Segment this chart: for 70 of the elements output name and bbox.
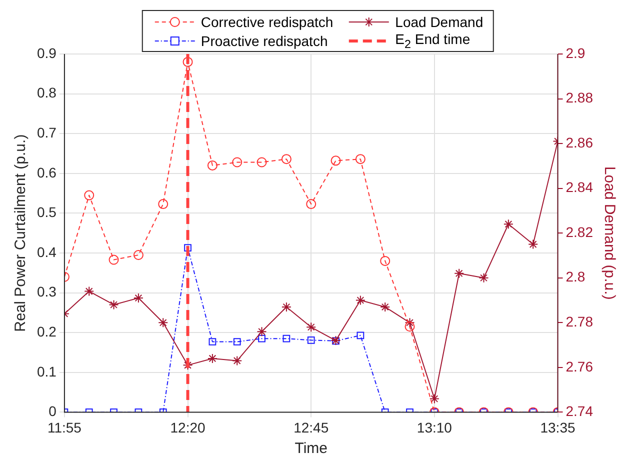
- point: [233, 338, 241, 346]
- point: [281, 302, 292, 312]
- point: [207, 353, 218, 364]
- point: [380, 302, 390, 312]
- y-tick-label: 0.8: [36, 84, 57, 101]
- point: [478, 272, 489, 283]
- y-tick-label: 0.5: [36, 204, 57, 220]
- point: [207, 160, 218, 170]
- y-tick-label: 0.6: [36, 164, 57, 180]
- point: [356, 332, 364, 340]
- point: [429, 394, 440, 404]
- x-tick-label: 12:45: [294, 419, 329, 436]
- legend-label: Proactive redispatch: [200, 32, 328, 48]
- point: [184, 244, 192, 252]
- y-tick-label: 0.2: [36, 323, 57, 340]
- point: [208, 338, 216, 346]
- point: [182, 56, 193, 67]
- y-tick-label: 0.9: [36, 44, 57, 61]
- y-tick-label: 0.7: [36, 124, 57, 140]
- y-axis-title: Real Power Curtailment (p.u.): [12, 134, 30, 332]
- point: [307, 336, 315, 344]
- y2-tick-label: 2.8: [566, 268, 586, 285]
- y-tick-label: 0: [48, 403, 57, 420]
- point: [133, 293, 144, 304]
- point: [355, 295, 366, 306]
- point: [133, 250, 144, 260]
- y-tick-label: 0.3: [36, 284, 57, 300]
- y2-tick-label: 2.84: [566, 179, 594, 196]
- point: [503, 219, 514, 230]
- point: [306, 322, 316, 332]
- point: [404, 318, 415, 328]
- y-tick-label: 0.4: [36, 244, 57, 260]
- point: [454, 268, 464, 278]
- x-tick-label: 11:55: [47, 419, 82, 436]
- point: [84, 190, 94, 200]
- point: [232, 157, 242, 168]
- point: [258, 334, 266, 342]
- point: [281, 154, 292, 164]
- point: [84, 286, 94, 296]
- y2-tick-label: 2.78: [566, 314, 594, 330]
- point: [256, 157, 267, 168]
- point: [108, 300, 119, 310]
- point: [528, 239, 538, 250]
- point: [158, 199, 168, 210]
- point: [330, 156, 341, 166]
- point: [282, 334, 290, 342]
- point: [404, 322, 415, 332]
- y2-tick-label: 2.88: [566, 90, 594, 106]
- point: [256, 326, 267, 337]
- legend-label: E$_{2}$ End time: [395, 30, 470, 50]
- y2-axis-title: Load Demand (p.u.): [600, 166, 618, 300]
- point: [158, 318, 168, 328]
- point: [380, 256, 390, 266]
- legend-label: Load Demand: [395, 14, 484, 30]
- y2-tick-label: 2.76: [566, 358, 594, 374]
- x-tick-label: 12:20: [170, 419, 206, 436]
- point: [355, 154, 366, 164]
- y2-tick-label: 2.86: [566, 134, 594, 150]
- legend-label: Corrective redispatch: [200, 14, 334, 30]
- point: [306, 199, 316, 210]
- y2-tick-label: 2.74: [566, 403, 594, 420]
- y2-tick-label: 2.82: [566, 224, 594, 240]
- x-tick-label: 13:10: [416, 419, 452, 436]
- point: [232, 356, 242, 366]
- y2-tick-label: 2.9: [566, 44, 586, 61]
- x-axis-title: Time: [294, 440, 328, 458]
- y-tick-label: 0.1: [36, 363, 57, 380]
- point: [182, 360, 193, 370]
- x-tick-label: 13:35: [540, 419, 576, 436]
- point: [108, 254, 119, 265]
